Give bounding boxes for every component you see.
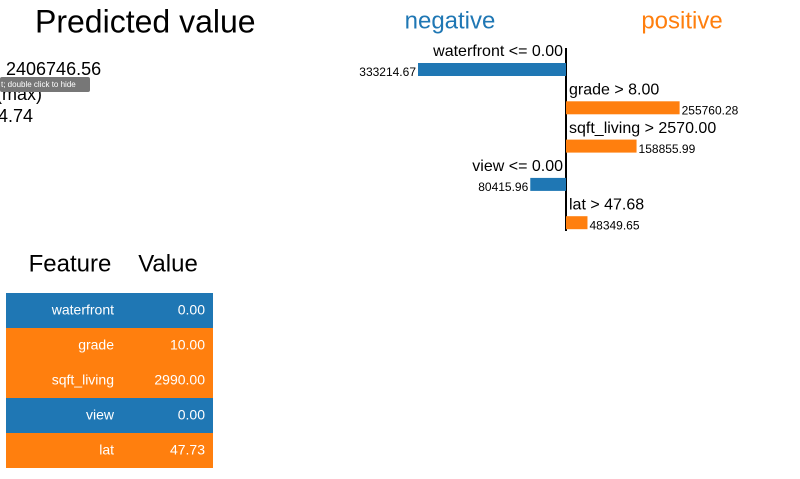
value-cell: 2990.00 [154,372,205,388]
predicted-min: 64.74 [0,106,33,126]
bar [530,177,566,191]
bar-label: waterfront <= 0.00 [432,43,563,60]
negative-title: negative [405,7,496,34]
table-row [6,398,213,433]
feature-cell: waterfront [51,302,114,318]
bar-label: lat > 47.68 [569,196,644,213]
tooltip-text: t; double click to hide [1,80,76,89]
predicted-max: 2406746.56 [6,59,101,79]
feature-cell: grade [78,337,114,353]
value-cell: 0.00 [178,407,205,423]
bar-label: view <= 0.00 [472,158,563,175]
feature-cell: sqft_living [52,372,114,388]
table-row [6,433,213,468]
table-header: Value [138,250,198,277]
table-row [6,328,213,363]
bar [566,139,637,153]
feature-cell: view [86,407,115,423]
value-label: 255760.28 [682,103,739,117]
bar [566,216,588,230]
value-label: 333214.67 [359,65,416,79]
value-label: 158855.99 [639,142,696,156]
bar-label: sqft_living > 2570.00 [569,120,716,137]
value-cell: 47.73 [170,442,205,458]
bar [418,63,566,76]
value-cell: 0.00 [178,302,205,318]
bar-label: grade > 8.00 [569,82,659,99]
positive-title: positive [641,7,722,34]
table-row [6,363,213,398]
value-cell: 10.00 [170,337,205,353]
table-row [6,293,213,328]
feature-cell: lat [99,442,114,458]
value-label: 48349.65 [589,218,639,232]
table-header: Feature [29,250,112,277]
bar [566,101,680,115]
tooltip [0,77,90,92]
predicted-title: Predicted value [35,3,256,39]
value-label: 80415.96 [478,180,528,194]
